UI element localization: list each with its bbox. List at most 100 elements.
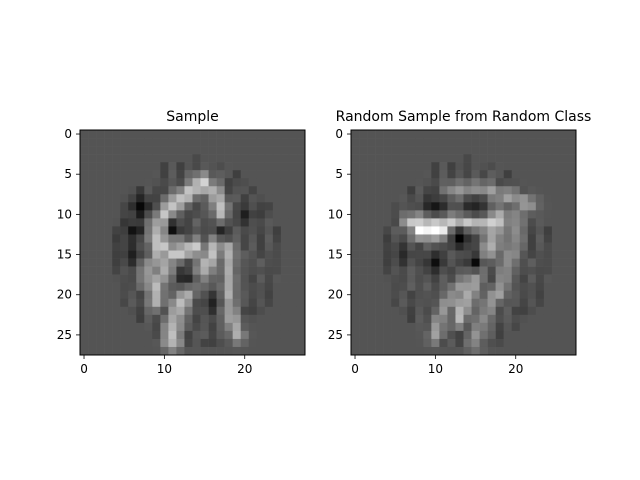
pixel-cell <box>535 290 545 300</box>
pixel-cell <box>375 186 384 195</box>
pixel-cell <box>535 226 545 235</box>
pixel-cell <box>128 178 137 187</box>
pixel-cell <box>559 130 569 139</box>
pixel-cell <box>503 250 513 259</box>
pixel-cell <box>519 338 529 348</box>
pixel-cell <box>487 298 496 308</box>
pixel-cell <box>543 314 553 324</box>
pixel-cell <box>471 250 480 259</box>
pixel-cell <box>447 202 456 211</box>
pixel-cell <box>511 202 521 211</box>
pixel-cell <box>511 154 521 163</box>
pixel-cell <box>455 210 464 219</box>
pixel-cell <box>455 298 464 308</box>
pixel-cell <box>264 210 274 219</box>
pixel-cell <box>399 346 408 356</box>
pixel-cell <box>120 338 129 348</box>
pixel-cell <box>511 138 521 147</box>
pixel-cell <box>567 290 577 300</box>
pixel-cell <box>104 218 113 227</box>
pixel-cell <box>280 218 290 227</box>
pixel-cell <box>256 226 266 235</box>
pixel-cell <box>160 186 169 195</box>
pixel-cell <box>455 202 464 211</box>
pixel-cell <box>359 346 368 356</box>
pixel-cell <box>128 170 137 179</box>
pixel-cell <box>503 274 513 283</box>
pixel-cell <box>415 154 424 163</box>
pixel-cell <box>160 242 169 251</box>
pixel-cell <box>208 194 217 203</box>
pixel-cell <box>383 242 392 251</box>
pixel-cell <box>144 210 153 219</box>
pixel-cell <box>479 202 488 211</box>
pixel-cell <box>288 250 298 259</box>
pixel-cell <box>559 234 569 243</box>
pixel-cell <box>439 226 448 235</box>
pixel-cell <box>399 242 408 251</box>
pixel-cell <box>144 314 153 324</box>
pixel-cell <box>256 250 266 259</box>
pixel-cell <box>104 314 113 324</box>
pixel-cell <box>535 314 545 324</box>
pixel-cell <box>176 154 185 163</box>
pixel-cell <box>415 226 424 235</box>
pixel-cell <box>144 250 153 259</box>
pixel-cell <box>503 202 513 211</box>
pixel-cell <box>511 130 521 139</box>
pixel-cell <box>88 258 97 267</box>
pixel-cell <box>80 314 89 324</box>
pixel-cell <box>232 162 242 171</box>
pixel-cell <box>200 186 209 195</box>
pixel-cell <box>232 226 242 235</box>
pixel-cell <box>88 178 97 187</box>
pixel-cell <box>567 194 577 203</box>
x-tick-label: 10 <box>428 362 443 376</box>
right-panel-title: Random Sample from Random Class <box>336 109 592 125</box>
pixel-cell <box>479 154 488 163</box>
pixel-cell <box>96 130 105 139</box>
pixel-cell <box>559 338 569 348</box>
pixel-cell <box>559 298 569 308</box>
pixel-cell <box>439 330 448 340</box>
pixel-cell <box>439 242 448 251</box>
pixel-cell <box>152 306 161 316</box>
pixel-cell <box>511 178 521 187</box>
pixel-cell <box>296 330 306 340</box>
pixel-cell <box>240 338 250 348</box>
pixel-cell <box>136 290 145 300</box>
pixel-cell <box>535 186 545 195</box>
pixel-cell <box>431 202 440 211</box>
right-panel: Random Sample from Random Class 0 10 20051… <box>328 109 592 376</box>
pixel-cell <box>248 346 258 356</box>
pixel-cell <box>168 274 177 283</box>
pixel-cell <box>216 234 225 243</box>
pixel-cell <box>296 274 306 283</box>
pixel-cell <box>439 338 448 348</box>
pixel-cell <box>232 298 242 308</box>
pixel-cell <box>128 186 137 195</box>
pixel-cell <box>431 298 440 308</box>
pixel-cell <box>144 162 153 171</box>
pixel-cell <box>351 202 360 211</box>
pixel-cell <box>208 138 217 147</box>
pixel-cell <box>160 170 169 179</box>
pixel-cell <box>351 290 360 300</box>
pixel-cell <box>359 258 368 267</box>
pixel-cell <box>423 298 432 308</box>
pixel-cell <box>423 202 432 211</box>
pixel-cell <box>200 138 209 147</box>
pixel-cell <box>160 146 169 155</box>
pixel-cell <box>256 338 266 348</box>
pixel-cell <box>383 218 392 227</box>
pixel-cell <box>551 242 561 251</box>
pixel-cell <box>192 234 201 243</box>
pixel-cell <box>120 162 129 171</box>
pixel-cell <box>112 218 121 227</box>
pixel-cell <box>567 314 577 324</box>
pixel-cell <box>479 218 488 227</box>
pixel-cell <box>136 314 145 324</box>
pixel-cell <box>112 210 121 219</box>
pixel-cell <box>527 154 537 163</box>
pixel-cell <box>184 202 193 211</box>
